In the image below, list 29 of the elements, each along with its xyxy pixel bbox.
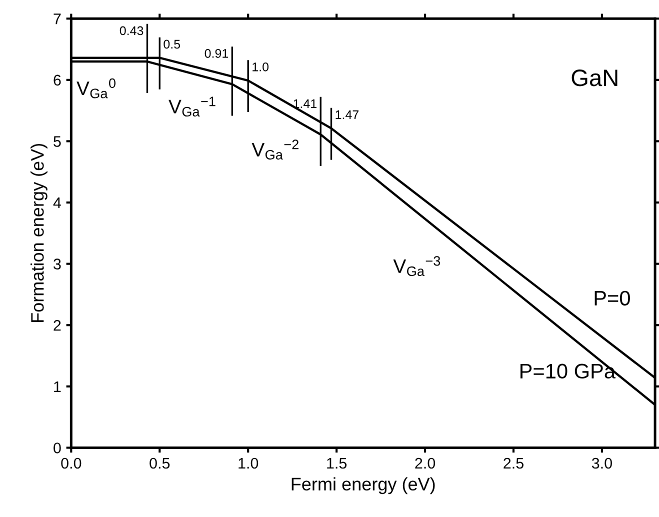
annotation: V$_{Ga}$$^{−3}$: [393, 256, 440, 276]
x-tick-label: 0.0: [61, 458, 82, 469]
annotation: V$_{Ga}$$^{−1}$: [168, 96, 216, 117]
annotation: V$_{Ga}$$^{−2}$: [252, 140, 298, 160]
y-tick-label: 3: [54, 258, 61, 270]
x-tick-label: 1.0: [238, 458, 258, 469]
annotation: GaN: [572, 70, 618, 86]
x-tick-label: 3.0: [592, 458, 612, 469]
y-tick-label: 0: [54, 442, 61, 454]
y-tick-label: 7: [54, 14, 61, 24]
annotation: 1.47: [336, 110, 358, 120]
y-tick-label: 1: [54, 381, 61, 392]
y-axis-title: Formation energy (eV): [30, 144, 48, 322]
x-tick-label: 1.5: [327, 458, 347, 469]
y-tick-label: 2: [54, 320, 61, 331]
y-tick-label: 4: [53, 198, 62, 208]
annotation: 0.43: [120, 26, 144, 36]
x-axis-title: Fermi energy (eV): [292, 477, 435, 494]
annotation: V$_{Ga}$$^{0}$: [76, 78, 116, 98]
y-tick-label: 5: [54, 136, 61, 147]
y-tick-label: 6: [54, 74, 61, 86]
annotation: 0.5: [164, 40, 180, 49]
x-tick-label: 2.5: [504, 458, 524, 469]
x-tick-label: 2.0: [415, 458, 436, 469]
annotation: 1.0: [252, 62, 269, 72]
annotation: 0.91: [204, 48, 228, 58]
x-tick-label: 0.5: [150, 458, 170, 469]
series-label: P=0: [594, 290, 630, 306]
series-label: P=10 GPa: [520, 364, 616, 379]
